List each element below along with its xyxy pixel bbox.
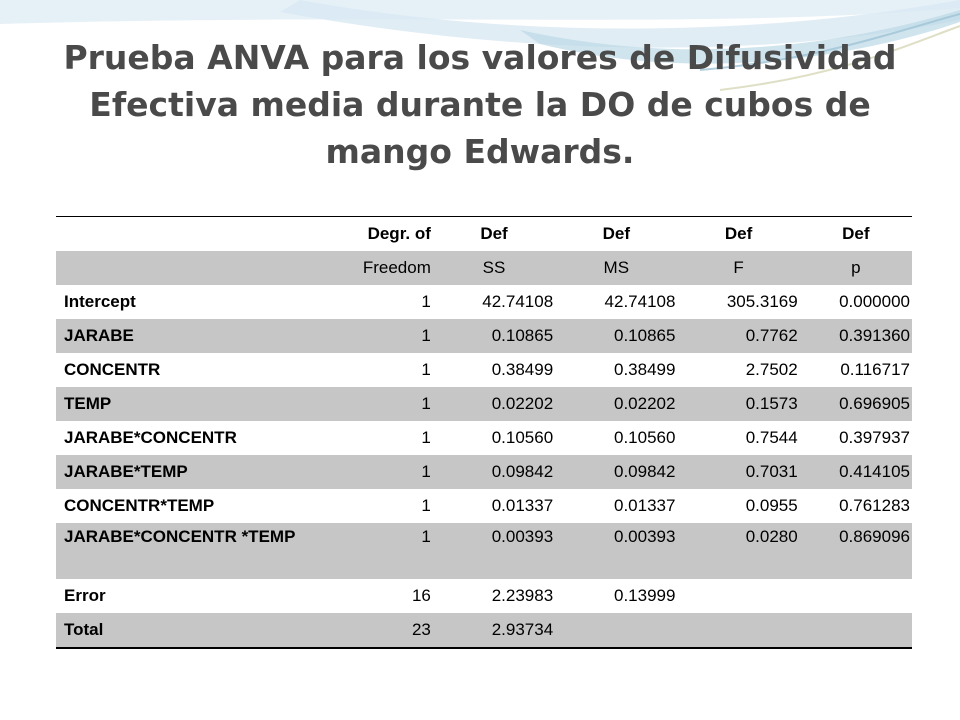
anova-table: Degr. of Def Def Def Def Freedom SS MS F… [56, 216, 912, 649]
ms-cell: 42.74108 [604, 292, 676, 311]
table-row: JARABE*CONCENTR 1 0.10560 0.10560 0.7544… [56, 421, 912, 455]
table-row: Intercept 1 42.74108 42.74108 305.3169 0… [56, 285, 912, 319]
ss-cell: 0.02202 [432, 387, 556, 421]
effect-cell: TEMP [56, 387, 319, 421]
ms-cell [555, 613, 678, 648]
p-cell: 0.391360 [799, 319, 912, 353]
ms-cell: 0.10560 [613, 428, 676, 447]
table-header-row: Freedom SS MS F p [56, 251, 912, 285]
effect-cell: Intercept [64, 292, 136, 311]
table-row: JARABE*TEMP 1 0.09842 0.09842 0.7031 0.4… [56, 455, 912, 489]
effect-cell: CONCENTR*TEMP [64, 496, 215, 515]
ss-cell: 2.23983 [491, 586, 554, 605]
f-cell: 305.3169 [726, 292, 798, 311]
p-cell [800, 579, 912, 613]
table-header-row: Degr. of Def Def Def Def [56, 217, 912, 252]
ss-cell: 42.74108 [482, 292, 554, 311]
table-row: Total 23 2.93734 [56, 613, 912, 648]
ms-cell: 0.13999 [613, 586, 676, 605]
p-cell [799, 613, 912, 648]
df-cell: 1 [421, 496, 431, 515]
df-cell: 1 [318, 319, 433, 353]
f-cell [677, 579, 799, 613]
slide-title: Prueba ANVA para los valores de Difusivi… [60, 34, 900, 175]
slide-title-line-2: Efectiva media durante la DO de cubos de [89, 85, 871, 124]
df-cell: 1 [318, 455, 433, 489]
ss-cell: 0.09842 [432, 455, 556, 489]
f-cell: 0.7762 [677, 319, 800, 353]
header-f: Def [724, 224, 753, 243]
header-df: Freedom [318, 251, 433, 285]
p-cell: 0.869096 [799, 523, 912, 579]
table-row: Error 16 2.23983 0.13999 [56, 579, 912, 613]
ms-cell: 0.38499 [613, 360, 676, 379]
table-row: JARABE 1 0.10865 0.10865 0.7762 0.391360 [56, 319, 912, 353]
effect-cell: CONCENTR [64, 360, 161, 379]
header-effect-cell [56, 217, 319, 252]
p-cell: 0.696905 [799, 387, 912, 421]
slide-title-line-1: Prueba ANVA para los valores de Difusivi… [63, 38, 897, 77]
header-ss: Def [480, 224, 508, 243]
effect-cell: Total [56, 613, 319, 648]
table-row: JARABE*CONCENTR *TEMP 1 0.00393 0.00393 … [56, 523, 912, 579]
f-cell: 0.1573 [677, 387, 800, 421]
df-cell: 1 [318, 387, 433, 421]
table-row: TEMP 1 0.02202 0.02202 0.1573 0.696905 [56, 387, 912, 421]
ss-cell: 0.10560 [491, 428, 554, 447]
ss-cell: 2.93734 [432, 613, 556, 648]
ms-cell: 0.09842 [555, 455, 678, 489]
p-cell: 0.397937 [839, 428, 910, 447]
df-cell: 1 [421, 428, 431, 447]
table-row: CONCENTR 1 0.38499 0.38499 2.7502 0.1167… [56, 353, 912, 387]
f-cell: 0.0955 [745, 496, 798, 515]
effect-cell: JARABE*CONCENTR [64, 428, 237, 447]
header-effect-cell [56, 251, 319, 285]
header-ss: SS [432, 251, 556, 285]
f-cell: 0.0280 [677, 523, 800, 579]
header-p: Def [842, 224, 870, 243]
p-cell: 0.414105 [799, 455, 912, 489]
ss-cell: 0.01337 [491, 496, 554, 515]
p-cell: 0.116717 [840, 360, 910, 379]
ms-cell: 0.00393 [555, 523, 678, 579]
ss-cell: 0.38499 [491, 360, 554, 379]
f-cell [677, 613, 800, 648]
df-cell: 1 [421, 360, 431, 379]
header-f: F [677, 251, 800, 285]
slide-title-line-3: mango Edwards. [325, 132, 635, 171]
decorative-swoosh-icon [0, 0, 960, 91]
p-cell: 0.761283 [839, 496, 910, 515]
effect-cell: Error [64, 586, 106, 605]
ms-cell: 0.02202 [555, 387, 678, 421]
header-p: p [799, 251, 912, 285]
effect-cell: JARABE [56, 319, 319, 353]
ms-cell: 0.01337 [613, 496, 676, 515]
header-ms: MS [555, 251, 678, 285]
f-cell: 0.7031 [677, 455, 800, 489]
df-cell: 16 [411, 586, 431, 605]
table-row: CONCENTR*TEMP 1 0.01337 0.01337 0.0955 0… [56, 489, 912, 523]
df-cell: 23 [318, 613, 433, 648]
ss-cell: 0.10865 [432, 319, 556, 353]
effect-cell: JARABE*TEMP [56, 455, 319, 489]
ms-cell: 0.10865 [555, 319, 678, 353]
f-cell: 2.7502 [745, 360, 798, 379]
df-cell: 1 [421, 292, 431, 311]
p-cell: 0.000000 [839, 292, 910, 311]
header-ms: Def [602, 224, 630, 243]
ss-cell: 0.00393 [432, 523, 556, 579]
f-cell: 0.7544 [745, 428, 798, 447]
df-cell: 1 [318, 523, 433, 579]
effect-cell: JARABE*CONCENTR *TEMP [56, 523, 319, 579]
header-df: Degr. of [367, 224, 431, 243]
